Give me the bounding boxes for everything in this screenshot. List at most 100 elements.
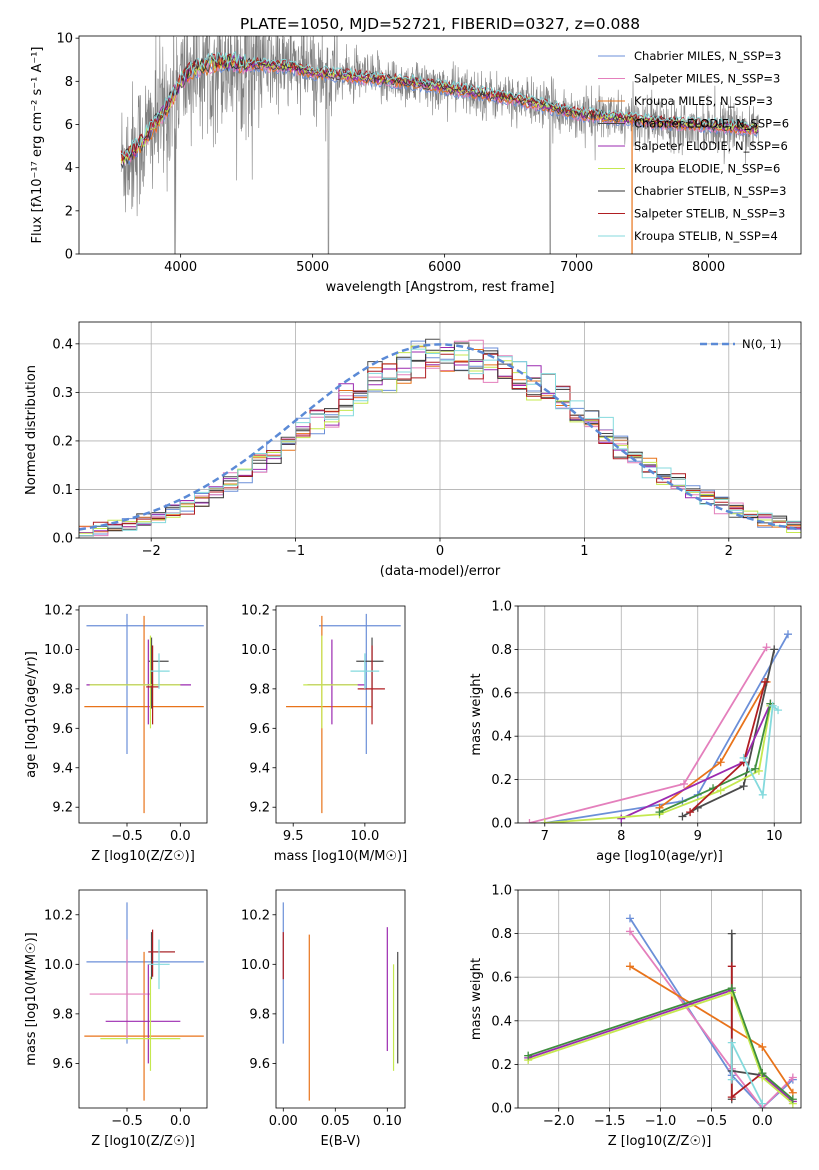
legend-label: Kroupa ELODIE, N_SSP=6 bbox=[634, 162, 780, 176]
mass_vs_ebv-axes: 0.00 0.05 0.10 9.6 9.8 10.0 10.2 E(B-V) bbox=[241, 889, 406, 1149]
weight-marker bbox=[758, 790, 767, 799]
weight-marker bbox=[727, 1075, 736, 1084]
data-point bbox=[357, 645, 385, 725]
y-tick-label: 1.0 bbox=[491, 600, 512, 615]
y-tick-label: 0.4 bbox=[491, 1014, 512, 1029]
y-tick-label: 0.0 bbox=[52, 532, 73, 547]
y-tick-label: 10.2 bbox=[241, 908, 270, 923]
x-axis-label: (data-model)/error bbox=[380, 564, 501, 579]
x-axis-label: mass [log10(M/M☉)] bbox=[274, 849, 407, 864]
age_vs_mass-axes: 9.5 10.0 9.2 9.4 9.6 9.8 10.0 10.2 mass [log10(M… bbox=[241, 603, 407, 864]
weight-marker bbox=[716, 786, 725, 795]
weight-marker bbox=[540, 819, 549, 823]
axes-frame bbox=[78, 605, 208, 824]
spectrum-model-line bbox=[120, 52, 759, 161]
y-tick-label: 4 bbox=[65, 161, 73, 176]
y-tick-label: 9.2 bbox=[52, 801, 73, 816]
x-tick-label: 9.5 bbox=[283, 829, 304, 844]
y-tick-label: 0.2 bbox=[491, 773, 512, 788]
x-tick-label: −1 bbox=[286, 544, 305, 559]
data-point bbox=[150, 653, 170, 689]
x-tick-label: −0.5 bbox=[111, 829, 143, 844]
weight-line bbox=[544, 633, 789, 823]
weight-marker bbox=[617, 814, 626, 823]
weight-line bbox=[659, 703, 772, 813]
legend-label: Chabrier MILES, N_SSP=3 bbox=[634, 49, 781, 63]
x-tick-label: 9 bbox=[694, 829, 702, 844]
x-tick-label: 6000 bbox=[428, 260, 461, 275]
spectrum-plot-area bbox=[120, 36, 760, 254]
data-point bbox=[84, 615, 204, 814]
legend-label: Salpeter ELODIE, N_SSP=6 bbox=[634, 139, 788, 153]
y-axis-label: Flux [fλ10⁻¹⁷ erg cm⁻² s⁻¹ A⁻¹] bbox=[30, 47, 45, 244]
axes-frame bbox=[78, 889, 208, 1109]
y-tick-label: 0.2 bbox=[491, 1058, 512, 1073]
weight-marker bbox=[783, 630, 792, 639]
legend-label: Kroupa STELIB, N_SSP=4 bbox=[634, 229, 778, 243]
weight-line bbox=[620, 703, 772, 820]
y-tick-label: 0 bbox=[65, 248, 73, 263]
weight-series bbox=[727, 1038, 767, 1108]
residuals-plot-area bbox=[79, 322, 801, 538]
y-tick-label: 10.0 bbox=[44, 958, 73, 973]
data-point bbox=[105, 964, 181, 1064]
y-tick-label: 9.8 bbox=[249, 1007, 270, 1022]
normal-curve bbox=[79, 343, 801, 531]
y-tick-label: 8 bbox=[65, 75, 73, 90]
y-tick-label: 10.0 bbox=[241, 643, 270, 658]
data-point bbox=[86, 902, 204, 1044]
weight-line bbox=[629, 930, 794, 1108]
y-axis-label: age [log10(age/yr)] bbox=[24, 651, 39, 778]
weight-marker bbox=[727, 1038, 736, 1047]
y-tick-label: 6 bbox=[65, 118, 73, 133]
x-axis-label: E(B-V) bbox=[320, 1134, 360, 1149]
data-point bbox=[100, 976, 181, 1071]
y-tick-label: 10.0 bbox=[44, 643, 73, 658]
weight-marker bbox=[727, 984, 736, 993]
x-tick-label: 2 bbox=[725, 544, 733, 559]
y-tick-label: 0.2 bbox=[52, 434, 73, 449]
x-tick-label: −0.5 bbox=[111, 1114, 143, 1129]
weight-marker bbox=[727, 1093, 736, 1102]
x-tick-label: 0.05 bbox=[321, 1114, 350, 1129]
y-tick-label: 9.8 bbox=[52, 1007, 73, 1022]
y-tick-label: 0.8 bbox=[491, 643, 512, 658]
weight_vs_Z-plot-area bbox=[518, 890, 801, 1108]
data-point bbox=[86, 613, 204, 754]
x-tick-label: −0.5 bbox=[696, 1114, 728, 1129]
y-tick-label: 10.2 bbox=[44, 908, 73, 923]
y-tick-label: 9.6 bbox=[52, 722, 73, 737]
y-tick-label: 9.6 bbox=[249, 1057, 270, 1072]
chart-title: PLATE=1050, MJD=52721, FIBERID=0327, z=0… bbox=[240, 15, 640, 33]
weight-marker bbox=[727, 929, 736, 938]
weight-marker bbox=[788, 1073, 797, 1082]
weight-series bbox=[686, 677, 770, 817]
weight-marker bbox=[761, 677, 770, 686]
x-tick-label: −2.0 bbox=[543, 1114, 575, 1129]
spectrum-model-line bbox=[120, 54, 759, 164]
weight-series bbox=[524, 984, 797, 1104]
weight_vs_age-axes: 7 8 9 10 0.0 0.2 0.4 0.6 0.8 1.0 age [log10(age/yr… bbox=[469, 600, 802, 864]
y-tick-label: 0.3 bbox=[52, 386, 73, 401]
legend-label: Kroupa MILES, N_SSP=3 bbox=[634, 94, 773, 108]
y-tick-label: 9.8 bbox=[249, 682, 270, 697]
y-tick-label: 9.8 bbox=[52, 682, 73, 697]
data-point bbox=[84, 951, 204, 1101]
x-axis-label: Z [log10(Z/Z☉)] bbox=[91, 1134, 195, 1149]
data-point bbox=[286, 615, 373, 814]
y-tick-label: 0.8 bbox=[491, 927, 512, 942]
y-tick-label: 0.6 bbox=[491, 971, 512, 986]
weight-marker bbox=[751, 764, 760, 773]
weight-marker bbox=[758, 1042, 767, 1051]
data-point bbox=[356, 637, 384, 709]
age_vs_mass-plot-area bbox=[286, 613, 401, 814]
axes-frame bbox=[517, 605, 802, 824]
legend-label: Salpeter MILES, N_SSP=3 bbox=[634, 72, 780, 86]
legend-label: Chabrier ELODIE, N_SSP=6 bbox=[634, 117, 789, 131]
y-tick-label: 9.2 bbox=[249, 801, 270, 816]
weight-series bbox=[739, 701, 783, 799]
age_vs_Z-plot-area bbox=[84, 613, 204, 814]
legend-label: Chabrier STELIB, N_SSP=3 bbox=[634, 184, 786, 198]
legend-label: N(0, 1) bbox=[742, 337, 782, 351]
y-axis-label: mass weight bbox=[469, 673, 484, 755]
